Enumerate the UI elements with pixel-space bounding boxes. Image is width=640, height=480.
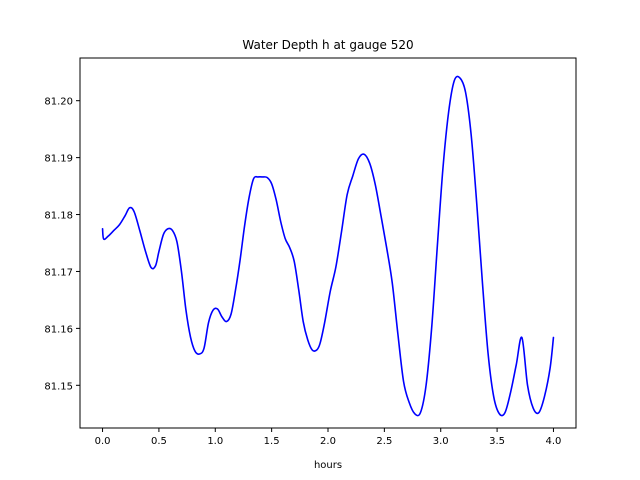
- y-tick-label: 81.18: [44, 211, 73, 222]
- x-tick-label: 3.5: [489, 436, 505, 447]
- x-tick-label: 0.0: [95, 436, 111, 447]
- y-axis-ticks: 81.15 81.16 81.17 81.18 81.19 81.20: [44, 97, 80, 392]
- y-tick-label: 81.16: [44, 324, 73, 335]
- x-tick-label: 0.5: [151, 436, 167, 447]
- x-tick-label: 2.0: [320, 436, 336, 447]
- y-tick-label: 81.20: [44, 97, 73, 108]
- x-tick-label: 1.5: [264, 436, 280, 447]
- x-axis-ticks: 0.0 0.5 1.0 1.5 2.0 2.5 3.0 3.5 4.0: [95, 428, 562, 447]
- chart-title: Water Depth h at gauge 520: [242, 38, 413, 52]
- y-tick-label: 81.17: [44, 267, 73, 278]
- x-tick-label: 3.0: [433, 436, 449, 447]
- y-tick-label: 81.15: [44, 381, 73, 392]
- x-tick-label: 4.0: [546, 436, 562, 447]
- series-line-0: [101, 75, 555, 417]
- series-layer: [101, 75, 555, 417]
- y-tick-label: 81.19: [44, 154, 73, 165]
- x-tick-label: 1.0: [207, 436, 223, 447]
- x-axis-label: hours: [314, 460, 342, 471]
- x-tick-label: 2.5: [376, 436, 392, 447]
